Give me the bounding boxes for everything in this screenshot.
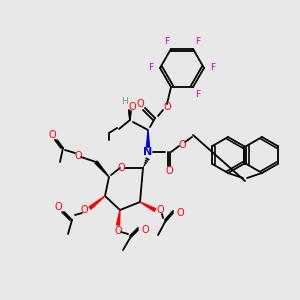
Polygon shape	[89, 196, 105, 209]
Text: F: F	[195, 90, 200, 99]
Polygon shape	[116, 210, 120, 225]
Text: O: O	[136, 99, 144, 109]
Text: O: O	[117, 163, 125, 173]
Text: O: O	[48, 130, 56, 140]
Text: F: F	[164, 37, 169, 46]
Polygon shape	[146, 130, 149, 147]
Text: O: O	[156, 205, 164, 215]
Text: O: O	[114, 226, 122, 236]
Text: O: O	[141, 225, 149, 235]
Polygon shape	[129, 111, 131, 120]
Polygon shape	[140, 202, 156, 211]
Text: O: O	[54, 202, 62, 212]
Text: F: F	[148, 64, 154, 73]
Text: O: O	[74, 151, 82, 161]
Text: F: F	[195, 37, 200, 46]
Text: O: O	[176, 208, 184, 218]
Polygon shape	[95, 161, 109, 177]
Text: N: N	[143, 147, 153, 157]
Text: O: O	[128, 102, 136, 112]
Text: O: O	[165, 166, 173, 176]
Text: O: O	[178, 140, 186, 150]
Text: F: F	[210, 64, 216, 73]
Text: H: H	[121, 98, 128, 106]
Text: O: O	[163, 102, 171, 112]
Text: O: O	[80, 205, 88, 215]
